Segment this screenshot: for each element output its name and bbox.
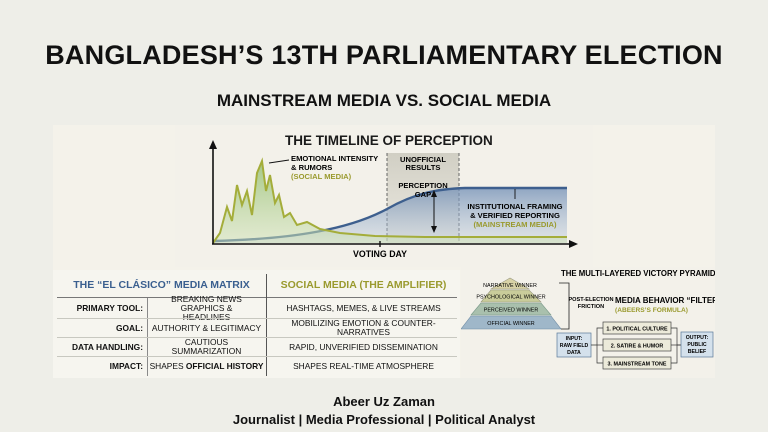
timeline-panel: THE TIMELINE OF PERCEPTION VOTING DAY EM… [175,125,593,267]
matrix-cell-mainstream: SHAPES OFFICIAL HISTORY [149,357,264,376]
filter-input-line2: RAW FIELD [560,343,589,349]
matrix-cell-text: SHAPES [149,361,186,371]
matrix-cell-text: BREAKING NEWS GRAPHICS & [171,293,242,313]
matrix-row-label: IMPACT: [109,361,143,371]
timeline-diagram: THE TIMELINE OF PERCEPTION VOTING DAY EM… [209,133,578,259]
filter-step-label: 1. POLITICAL CULTURE [606,327,668,333]
filter-arrow [591,327,603,346]
filter-arrow [596,345,603,364]
filter-title-line1: MEDIA BEHAVIOR “FILTER” [615,296,715,305]
pyramid-title: THE MULTI-LAYERED VICTORY PYRAMID [561,269,715,278]
social-media-curve [212,157,567,244]
page-title: BANGLADESH’S 13TH PARLIAMENTARY ELECTION [45,40,723,70]
timeline-title: THE TIMELINE OF PERCEPTION [285,133,493,148]
media-matrix: THE “EL CLÁSICO” MEDIA MATRIX SOCIAL MED… [53,270,460,378]
gap-arrow-up-icon [431,190,437,197]
pyramid-filter-panel: THE MULTI-LAYERED VICTORY PYRAMID NARRAT… [460,267,722,378]
social-media-area [213,161,567,243]
perception-gap-label-line2: GAP [415,190,431,199]
perception-gap-label-line1: PERCEPTION [398,181,447,190]
pyramid-filter-diagram: THE MULTI-LAYERED VICTORY PYRAMID NARRAT… [460,269,722,370]
matrix-cell-mainstream: AUTHORITY & LEGITIMACY [151,322,262,333]
pyramid-level-label: PSYCHOLOGICAL WINNER [476,295,545,301]
filter-arrow [671,345,678,364]
pyramid-level-label: PERCEIVED WINNER [484,308,539,314]
matrix-cell-social: HASHTAGS, MEMES, & LIVE STREAMS [286,302,441,313]
pyramid-level-psychological [480,289,542,303]
filter-step-label: 2. SATIRE & HUMOR [611,344,664,350]
filter-output-line3: BELIEF [688,349,706,355]
matrix-cell-mainstream: CAUTIOUS SUMMARIZATION [171,337,242,356]
filter-input-line1: INPUT: [566,336,583,342]
matrix-row-label: DATA HANDLING: [71,341,143,352]
friction-label-line2: FRICTION [578,304,604,310]
voting-day-label: VOTING DAY [353,249,407,259]
filter-output-line1: OUTPUT: [686,335,709,341]
matrix-cell-social: MOBILIZING EMOTION & COUNTER-NARRATIVES [291,318,436,337]
infographic: THE TIMELINE OF PERCEPTION VOTING DAY EM… [53,125,722,378]
matrix-row-divider [57,356,457,357]
matrix-cell-social: RAPID, UNVERIFIED DISSEMINATION [289,341,438,352]
filter-title-line2: (ABEERS’S FORMULA) [615,307,688,314]
matrix-row-divider [57,318,457,319]
emotional-label-line1: EMOTIONAL INTENSITY [291,154,378,163]
filter-output-box [680,331,714,358]
matrix-cell-text: HEADLINES [182,311,231,322]
emotional-source-label: (SOCIAL MEDIA) [291,172,352,181]
institutional-label-line1: INSTITUTIONAL FRAMING [467,202,562,211]
mainstream-media-area [213,188,567,243]
matrix-header-divider [57,297,457,298]
filter-step-label: 3. MAINSTREAM TONE [608,362,667,368]
y-axis-arrow-icon [209,140,217,149]
unofficial-label-line1: UNOFFICIAL [400,155,446,164]
matrix-row-label: PRIMARY TOOL: [76,302,143,313]
pyramid-level-label: OFFICIAL WINNER [487,321,535,327]
pyramid-level-perceived [470,302,552,316]
matrix-cell-emphasis: OFFICIAL HISTORY [185,361,264,371]
institutional-source-label: (MAINSTREAM MEDIA) [473,220,557,229]
pyramid-level-label: NARRATIVE WINNER [483,283,537,289]
unofficial-label-line2: RESULTS [406,163,441,172]
author-name: Abeer Uz Zaman [333,394,435,409]
x-axis-arrow-icon [569,240,578,248]
matrix-header-social: SOCIAL MEDIA (THE AMPLIFIER) [280,278,447,291]
filter-input-line3: DATA [567,350,581,356]
matrix-header-mainstream: THE “EL CLÁSICO” MEDIA MATRIX [73,278,250,291]
matrix-cell-social: SHAPES REAL-TIME ATMOSPHERE [293,361,434,371]
emotional-label-line2: & RUMORS [291,163,332,172]
page-subtitle: MAINSTREAM MEDIA VS. SOCIAL MEDIA [216,91,552,110]
emotional-pointer [268,159,290,164]
filter-arrow [671,327,681,346]
matrix-col-divider-2 [266,274,267,376]
matrix-cell-mainstream: BREAKING NEWS GRAPHICS & HEADLINES [149,293,264,321]
filter-output-line2: PUBLIC [687,342,707,348]
friction-bracket [559,282,570,330]
pyramid-level-narrative [489,277,531,290]
filter-input-box [556,332,592,358]
friction-label-line1: POST-ELECTION [568,297,613,303]
institutional-label-line2: & VERIFIED REPORTING [470,211,560,220]
matrix-row-divider [57,337,457,338]
author-tagline: Journalist | Media Professional | Politi… [232,412,536,427]
gap-arrow-down-icon [431,226,437,233]
matrix-row-label: GOAL: [116,322,143,333]
